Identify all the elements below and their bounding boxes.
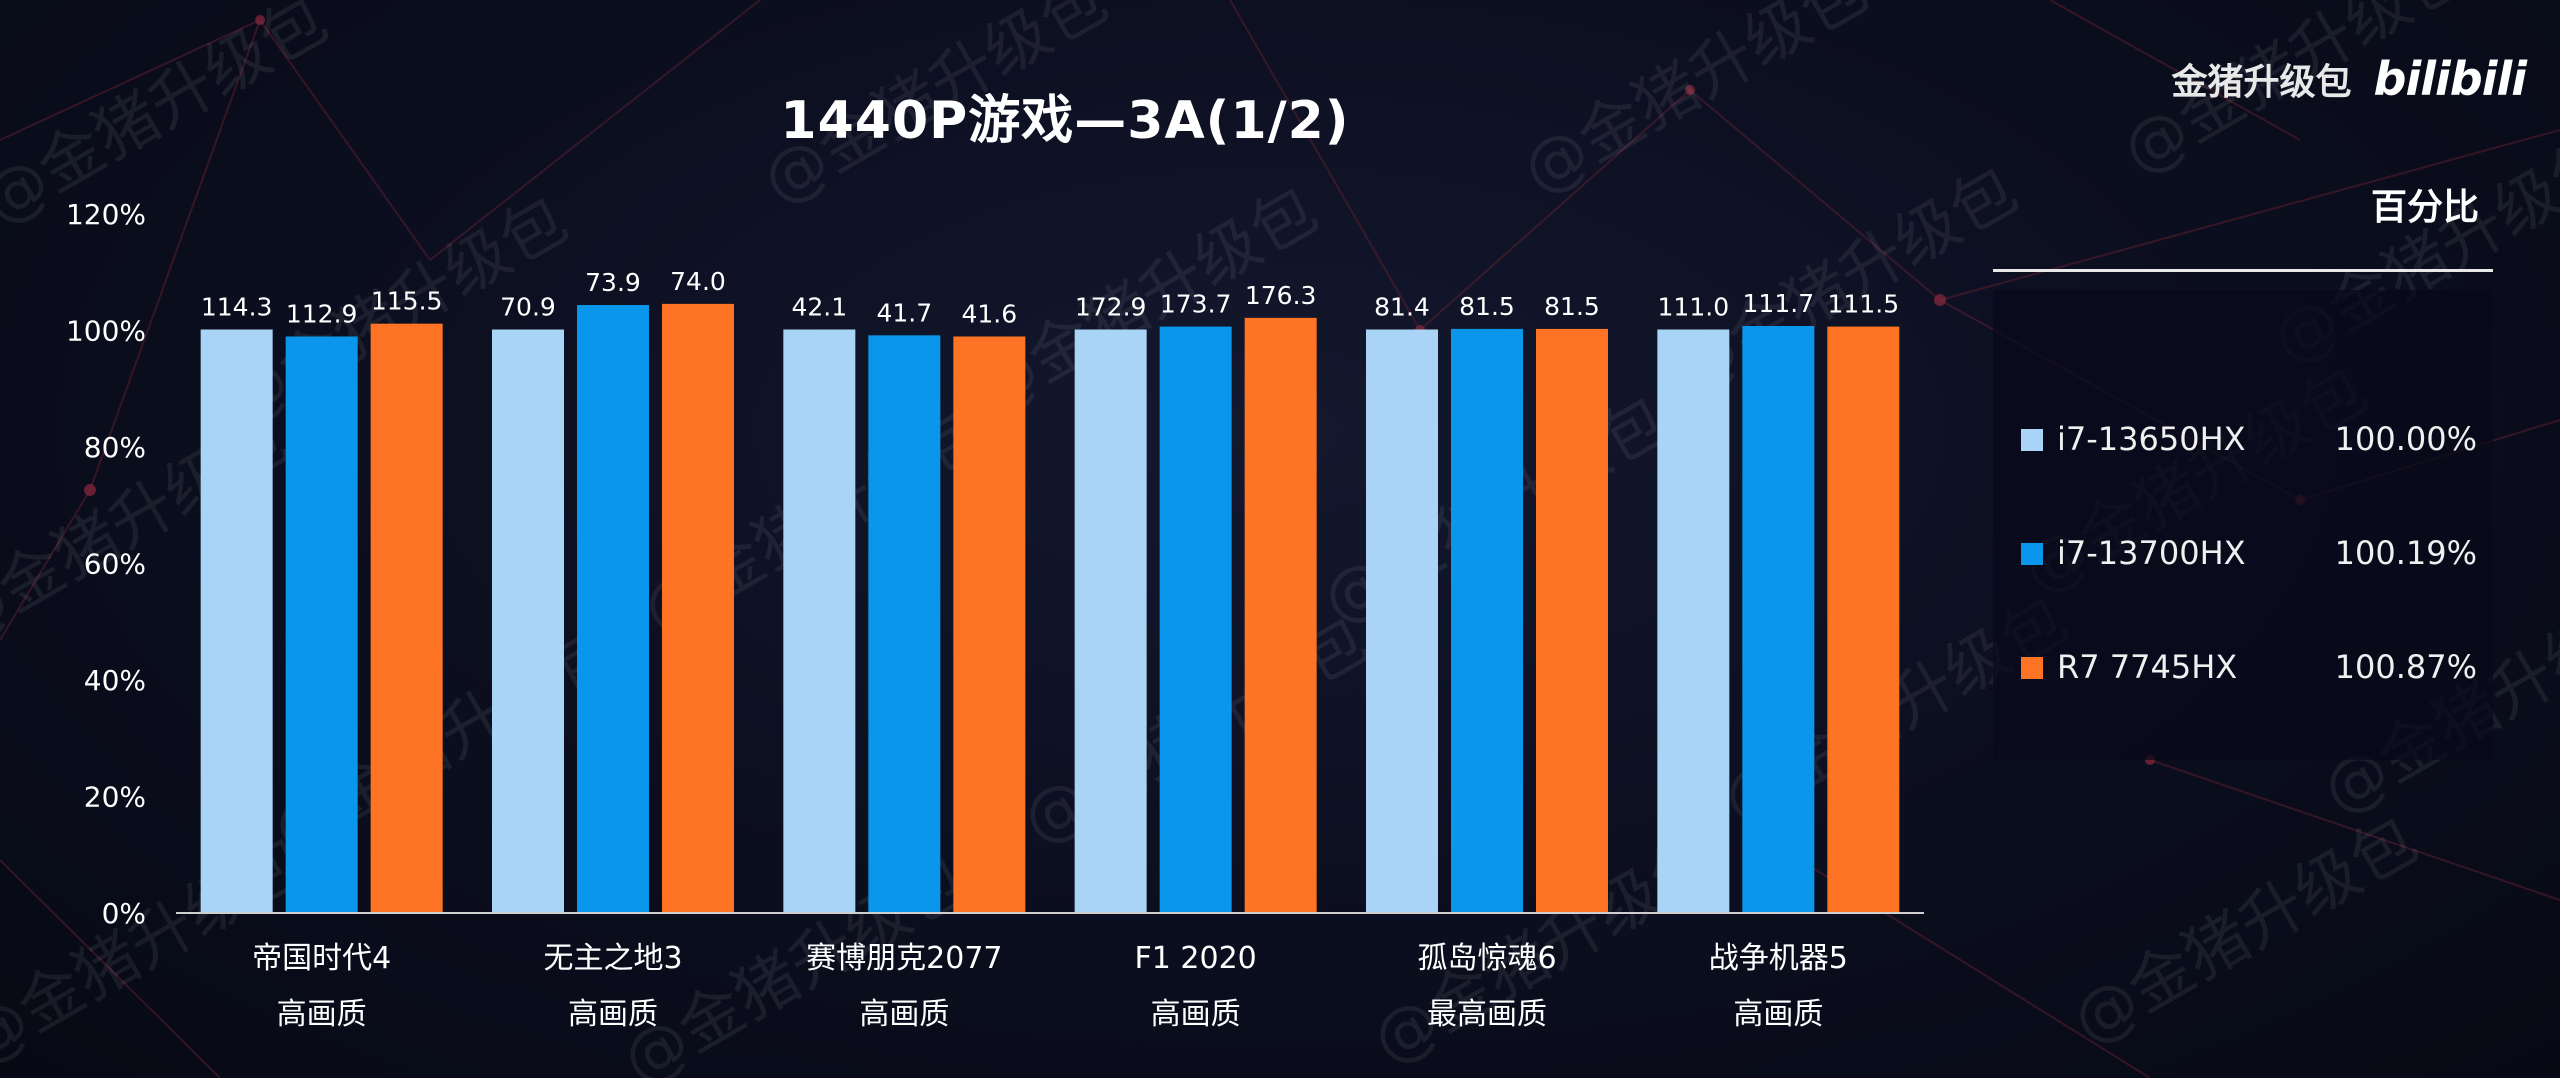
data-label: 70.9 (500, 293, 556, 322)
legend-header: 百分比 (2370, 187, 2479, 228)
legend-item-i7-13700hx: i7-13700HX 100.19% (1993, 530, 2493, 580)
data-label: 42.1 (791, 293, 847, 322)
data-label: 74.0 (670, 267, 726, 296)
bar (868, 335, 941, 912)
x-category-label: 无主之地3 (543, 941, 682, 976)
data-label: 111.0 (1658, 293, 1730, 322)
brand-area: 金猪升级包 bilibili (2171, 52, 2527, 106)
bar (1366, 329, 1438, 912)
data-label: 173.7 (1160, 290, 1232, 319)
legend-item-r7-7745hx: R7 7745HX 100.87% (1993, 644, 2493, 694)
x-category-label: 战争机器5 (1709, 941, 1848, 976)
bar (1159, 326, 1232, 912)
bar (1074, 329, 1147, 912)
data-label: 112.9 (286, 299, 358, 328)
data-label: 81.5 (1459, 292, 1515, 321)
y-tick-label: 100% (66, 315, 146, 348)
x-category-label: 赛博朋克2077 (806, 941, 1002, 976)
x-quality-label: 高画质 (1151, 997, 1241, 1032)
data-label: 172.9 (1075, 293, 1147, 322)
legend-swatch (2021, 429, 2043, 451)
x-category-label: 帝国时代4 (252, 941, 391, 976)
data-label: 41.7 (876, 298, 932, 327)
data-label: 111.5 (1828, 290, 1900, 319)
bar (1742, 326, 1815, 912)
x-quality-label: 高画质 (277, 997, 367, 1032)
y-tick-label: 40% (84, 664, 146, 697)
bar (492, 329, 564, 912)
bar (1451, 328, 1523, 913)
bar (1244, 317, 1317, 913)
y-tick-label: 0% (102, 897, 146, 930)
legend-series-percent: 100.00% (2334, 420, 2477, 458)
brand-name: 金猪升级包 (2171, 62, 2352, 103)
data-label: 41.6 (961, 299, 1017, 328)
data-label: 81.4 (1374, 293, 1430, 322)
data-label: 115.5 (371, 287, 443, 316)
x-quality-label: 最高画质 (1427, 997, 1547, 1032)
data-label: 176.3 (1245, 281, 1317, 310)
x-category-label: F1 2020 (1135, 941, 1257, 976)
bar (783, 329, 856, 912)
legend-swatch (2021, 657, 2043, 679)
chart-title: 1440P游戏—3A(1/2) (780, 91, 1350, 151)
legend-series-percent: 100.87% (2334, 648, 2477, 686)
data-label: 81.5 (1544, 292, 1600, 321)
bar (1657, 329, 1730, 912)
bar (577, 305, 649, 912)
x-quality-label: 高画质 (859, 997, 949, 1032)
bar (662, 303, 734, 912)
y-tick-label: 60% (84, 548, 146, 581)
y-tick-label: 120% (66, 198, 146, 231)
x-quality-label: 高画质 (1733, 997, 1823, 1032)
legend-panel: 百分比 i7-13650HX 100.00% i7-13700HX 100.19… (1993, 187, 2493, 760)
x-category-label: 孤岛惊魂6 (1417, 941, 1556, 976)
legend-series-name: i7-13700HX (2057, 534, 2246, 572)
x-quality-label: 高画质 (568, 997, 658, 1032)
data-label: 111.7 (1743, 289, 1815, 318)
bar (370, 323, 443, 912)
legend-series-name: i7-13650HX (2057, 420, 2246, 458)
y-tick-label: 20% (84, 781, 146, 814)
legend-swatch (2021, 543, 2043, 565)
data-label: 73.9 (585, 268, 641, 297)
bar (1827, 326, 1900, 912)
bar (953, 336, 1026, 912)
legend-series-name: R7 7745HX (2057, 648, 2238, 686)
bar (1536, 328, 1608, 913)
legend-divider (1993, 269, 2493, 272)
bar (200, 329, 273, 912)
bilibili-logo: bilibili (2373, 52, 2527, 106)
legend-item-i7-13650hx: i7-13650HX 100.00% (1993, 416, 2493, 466)
data-label: 114.3 (201, 293, 273, 322)
bar (285, 336, 358, 912)
y-tick-label: 80% (84, 431, 146, 464)
legend-series-percent: 100.19% (2334, 534, 2477, 572)
